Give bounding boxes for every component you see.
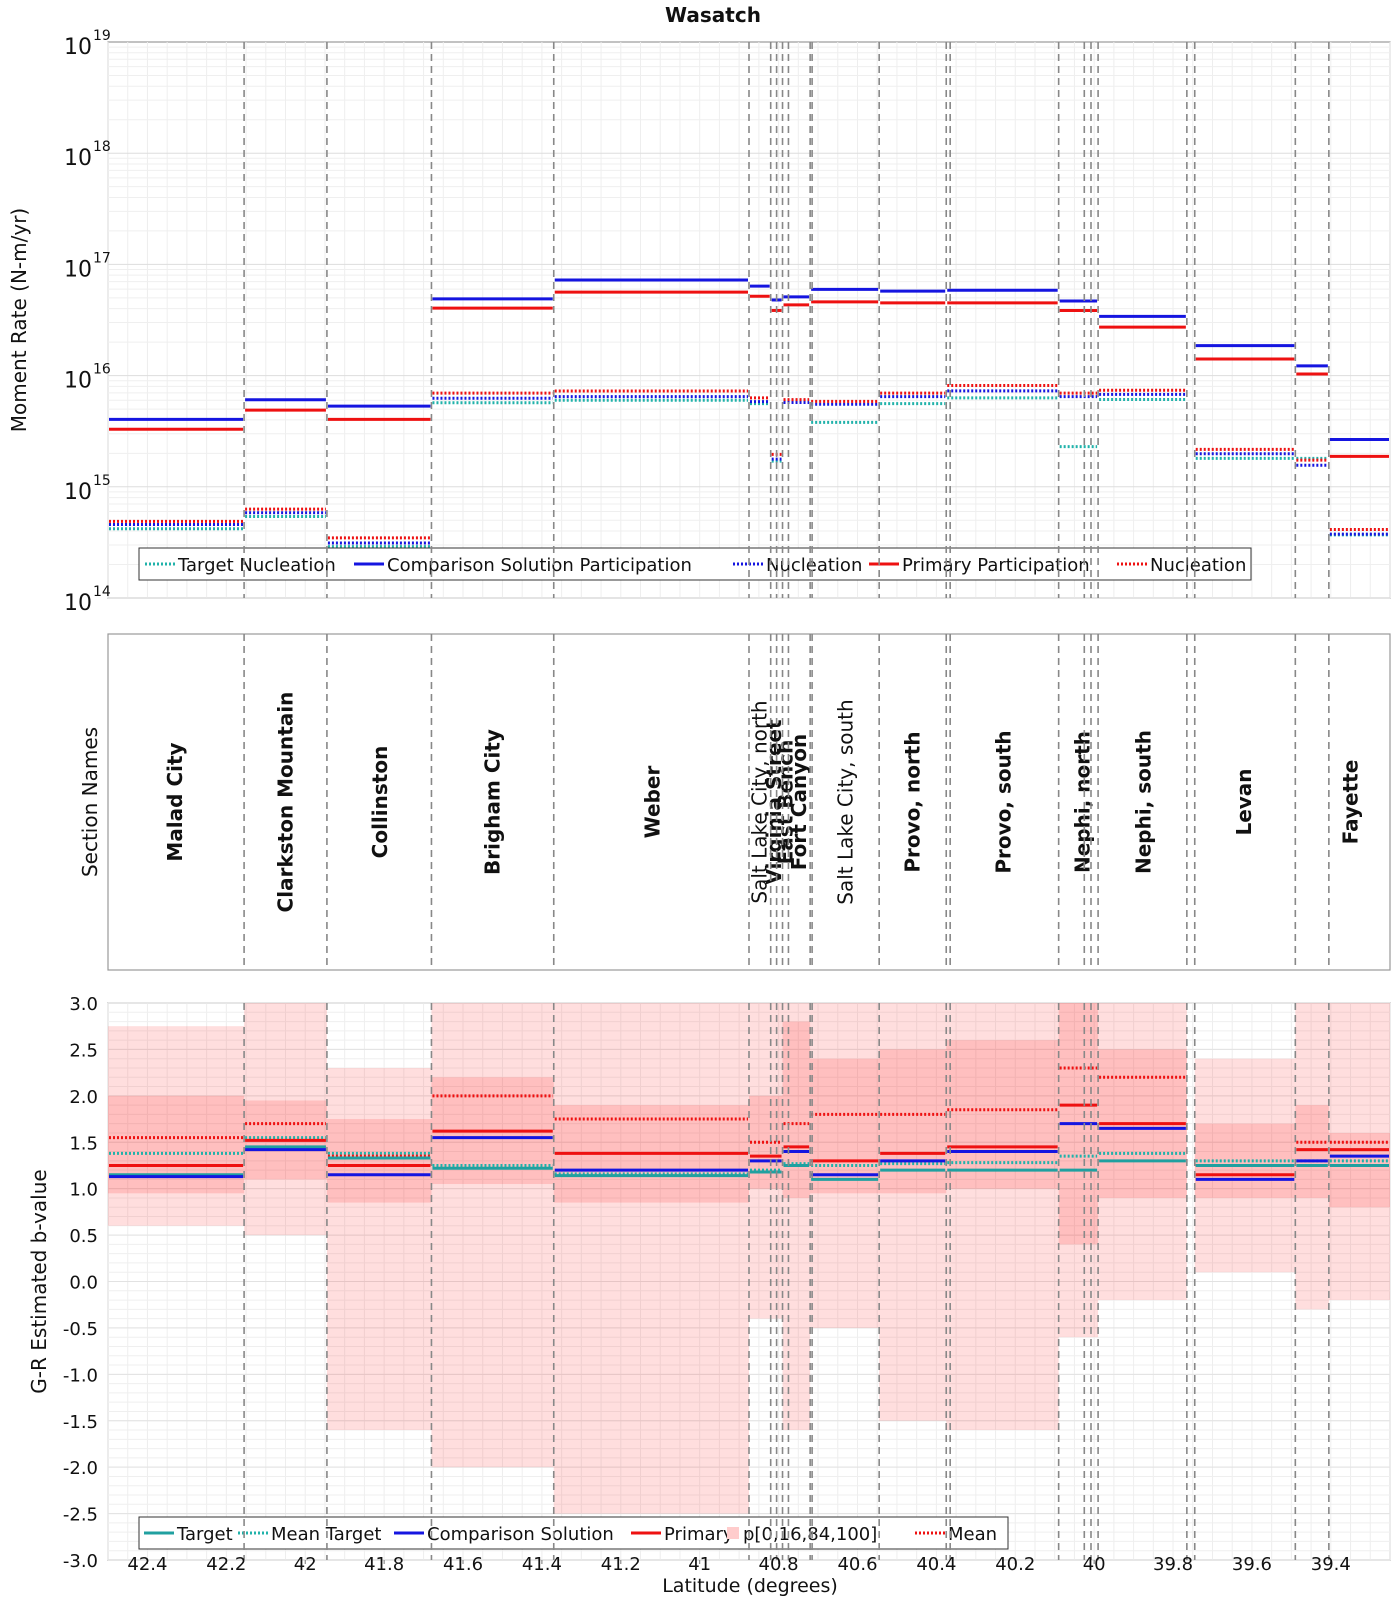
legend-box (138, 547, 1252, 581)
section-name-label: Provo, south (991, 730, 1015, 873)
y-tick-label: 2.5 (69, 1040, 98, 1061)
b-value-16-84-band (879, 1049, 947, 1194)
b-value-range-band (108, 1026, 245, 1226)
legend-label: Comparison Solution Participation (387, 555, 692, 576)
section-name-label: Collinston (368, 746, 392, 859)
x-tick-label: 41.2 (601, 1554, 641, 1575)
y-tick-label: 10 (64, 591, 92, 616)
y-tick-label: 0.0 (69, 1273, 98, 1294)
b-value-range-band (244, 1003, 327, 1236)
x-tick-label: 41.6 (443, 1554, 483, 1575)
b-value-16-84-band (1295, 1105, 1329, 1198)
y-tick-label: 0.5 (69, 1226, 98, 1247)
figure-title: Wasatch (665, 3, 761, 27)
y-tick-label: 1.5 (69, 1133, 98, 1154)
b-value-range-band (1295, 1003, 1329, 1310)
y-tick-exponent: 17 (93, 250, 111, 266)
x-tick-label: 40.8 (759, 1554, 799, 1575)
y-tick-label: 1.0 (69, 1180, 98, 1201)
y-tick-label: 10 (64, 480, 92, 505)
x-tick-label: 42.4 (127, 1554, 167, 1575)
section-name-label: Clarkston Mountain (274, 692, 298, 913)
y-tick-label: -1.5 (63, 1412, 98, 1433)
b-value-16-84-band (1328, 1132, 1390, 1208)
legend-label: Target Nucleation (177, 555, 336, 576)
section-name-label: Salt Lake City, north (748, 700, 772, 903)
b-value-range-band (1328, 1003, 1390, 1301)
y-tick-label: -3.0 (63, 1551, 98, 1572)
y-tick-label: -1.0 (63, 1365, 98, 1386)
b-value-16-84-band (108, 1095, 245, 1194)
y-tick-label: 3.0 (69, 994, 98, 1015)
section-name-label: Weber (640, 766, 664, 839)
b-value-range-band (946, 1003, 1059, 1431)
b-value-range-band (879, 1003, 947, 1421)
b-value-range-band (1098, 1003, 1187, 1301)
b-value-legend: Target Mean Target Comparison Solution Prim… (138, 1516, 1009, 1550)
x-axis-label: Latitude (degrees) (662, 1575, 838, 1597)
x-tick-label: 40 (1083, 1554, 1106, 1575)
b-value-range-band (553, 1003, 749, 1514)
x-tick-label: 41.4 (522, 1554, 562, 1575)
section-name-label: Salt Lake City, south (834, 699, 858, 904)
moment-rate-legend: Target Nucleation Comparison Solution Par… (138, 547, 1252, 581)
section-name-label: Fort Canyon (787, 734, 811, 870)
b-value-range-band (326, 1067, 432, 1431)
section-name-label: Levan (1232, 768, 1256, 835)
section-name-label: Provo, north (901, 731, 925, 872)
y-tick-label: -2.0 (63, 1458, 98, 1479)
x-tick-label: 40.6 (837, 1554, 877, 1575)
y-tick-exponent: 18 (93, 139, 111, 155)
b-value-16-84-band (326, 1119, 432, 1203)
x-tick-label: 42 (294, 1554, 317, 1575)
x-tick-label: 39.8 (1153, 1554, 1193, 1575)
b-value-range-band (782, 1003, 811, 1431)
x-tick-label: 39.4 (1311, 1554, 1351, 1575)
y-axis-label: Moment Rate (N-m/yr) (7, 208, 31, 432)
section-name-label: Malad City (163, 742, 187, 861)
y-tick-label: 10 (64, 35, 92, 60)
b-value-16-84-band (810, 1058, 880, 1194)
b-value-panel: 3.0 2.5 2.0 1.5 1.0 0.5 0.0 -0.5 -1.0 -1.5 -2.0 -2.… (27, 994, 1391, 1575)
section-name-label: Nephi, south (1131, 730, 1155, 874)
y-tick-exponent: 16 (93, 362, 111, 378)
legend-box (138, 1516, 1009, 1550)
y-tick-label: 10 (64, 146, 92, 171)
x-tick-label: 40.4 (916, 1554, 956, 1575)
y-tick-exponent: 19 (93, 28, 111, 44)
section-name-label: Fayette (1339, 760, 1363, 845)
legend-label: Nucleation (766, 555, 862, 576)
y-axis-label: G-R Estimated b-value (27, 1169, 51, 1393)
y-tick-label: 10 (64, 257, 92, 282)
section-name-label: Brigham City (481, 729, 505, 875)
y-tick-exponent: 15 (93, 473, 111, 489)
b-value-range-band (431, 1003, 554, 1468)
y-tick-exponent: 14 (93, 584, 111, 600)
legend-label: Primary (664, 1524, 734, 1545)
x-tick-label: 41 (688, 1554, 711, 1575)
legend-label: Comparison Solution (427, 1524, 614, 1545)
x-tick-label: 41.8 (364, 1554, 404, 1575)
b-value-16-84-band (946, 1040, 1059, 1189)
x-tick-label: 39.6 (1232, 1554, 1272, 1575)
legend-label: Mean (948, 1524, 997, 1545)
y-tick-label: -2.5 (63, 1505, 98, 1526)
legend-label: Nucleation (1150, 555, 1246, 576)
y-tick-label: -0.5 (63, 1319, 98, 1340)
x-tick-label: 42.2 (206, 1554, 246, 1575)
b-value-16-84-band (782, 1021, 811, 1198)
x-tick-label: 40.2 (995, 1554, 1035, 1575)
y-tick-label: 10 (64, 369, 92, 394)
legend-label: Target (176, 1524, 233, 1545)
y-tick-label: 2.0 (69, 1087, 98, 1108)
section-names-panel: Section Names Malad City Clarkston Mountai… (78, 633, 1391, 971)
y-axis-label: Section Names (78, 727, 102, 877)
legend-label: Primary Participation (902, 555, 1090, 576)
